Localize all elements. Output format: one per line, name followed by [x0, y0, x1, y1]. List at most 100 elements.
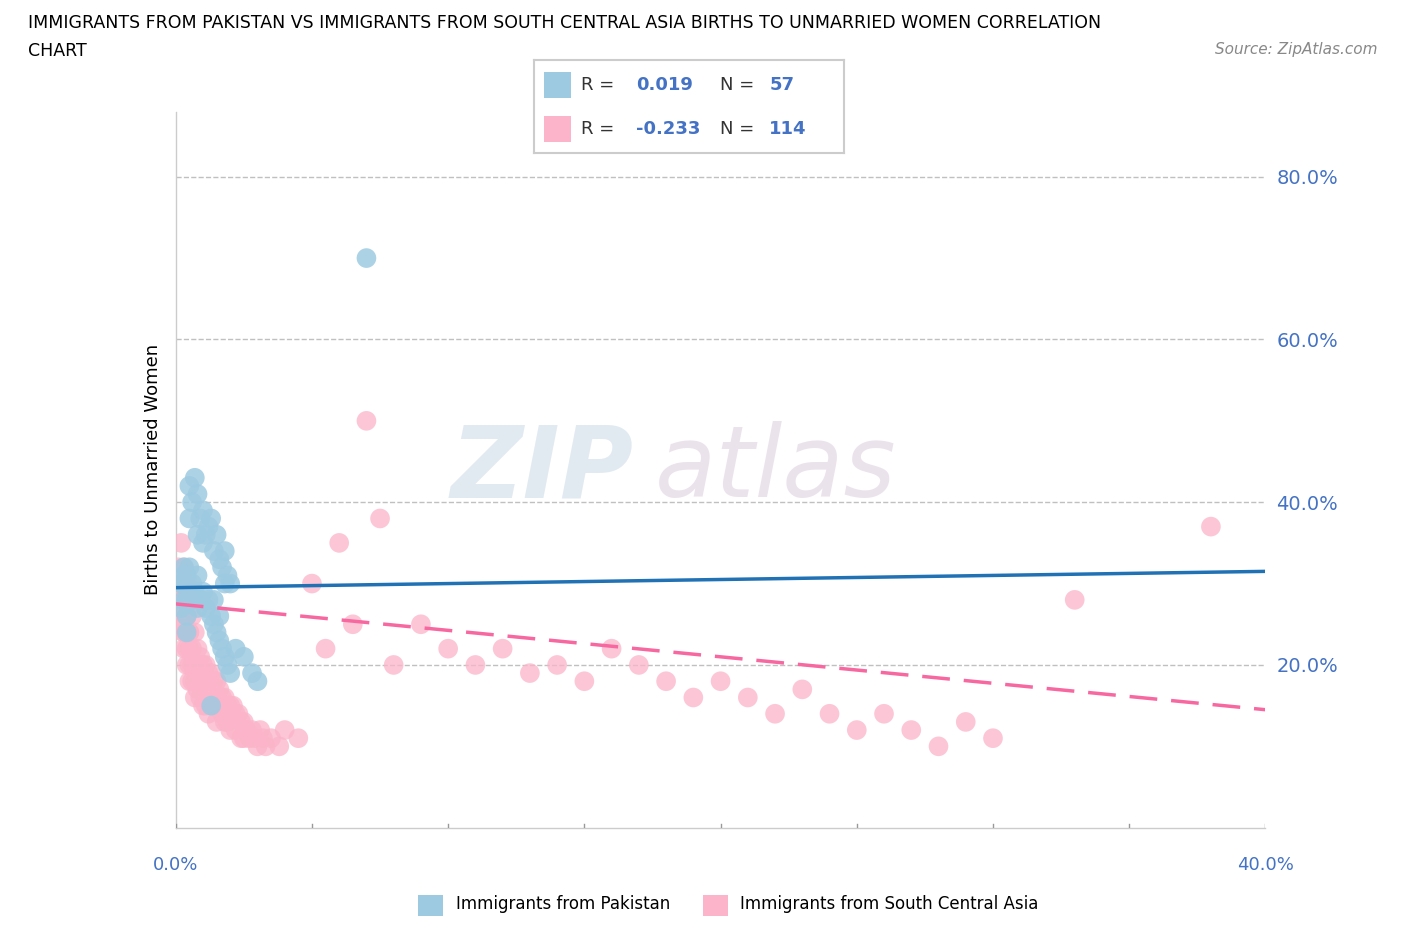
Point	[176, 625, 198, 640]
Point	[205, 714, 228, 729]
Text: Immigrants from Pakistan: Immigrants from Pakistan	[456, 896, 669, 913]
Point	[252, 731, 274, 746]
Point	[235, 723, 257, 737]
Point	[194, 673, 217, 688]
Point	[208, 609, 231, 624]
Text: 114: 114	[769, 120, 807, 139]
Point	[287, 731, 309, 746]
Point	[217, 658, 239, 672]
Text: R =: R =	[581, 120, 614, 139]
Text: N =: N =	[720, 120, 754, 139]
Point	[181, 673, 204, 688]
Point	[179, 560, 201, 575]
Point	[200, 690, 222, 705]
Point	[792, 682, 814, 697]
Y-axis label: Births to Unmarried Women: Births to Unmarried Women	[143, 344, 162, 595]
Point	[269, 738, 291, 753]
Point	[176, 576, 198, 591]
Point	[179, 625, 201, 640]
Point	[214, 543, 236, 558]
Point	[231, 731, 253, 746]
Point	[186, 658, 209, 672]
Point	[845, 723, 868, 737]
Point	[217, 568, 239, 583]
Text: -0.233: -0.233	[637, 120, 700, 139]
Point	[179, 592, 201, 607]
Point	[328, 536, 350, 551]
Point	[219, 723, 242, 737]
Point	[197, 519, 219, 534]
Point	[173, 592, 195, 607]
Point	[194, 601, 217, 616]
Text: 40.0%: 40.0%	[1237, 856, 1294, 873]
Point	[181, 592, 204, 607]
Point	[191, 698, 214, 713]
Point	[368, 512, 391, 526]
Point	[928, 738, 950, 753]
Text: 0.0%: 0.0%	[153, 856, 198, 873]
Point	[219, 666, 242, 681]
Point	[737, 690, 759, 705]
FancyBboxPatch shape	[544, 116, 571, 142]
Point	[170, 601, 193, 616]
Point	[197, 707, 219, 722]
Point	[214, 714, 236, 729]
Point	[194, 658, 217, 672]
Point	[186, 642, 209, 657]
Text: 0.019: 0.019	[637, 75, 693, 94]
Point	[176, 642, 198, 657]
Point	[188, 690, 211, 705]
Point	[574, 673, 596, 688]
Point	[225, 642, 247, 657]
Point	[225, 723, 247, 737]
Point	[246, 673, 269, 688]
Point	[184, 658, 207, 672]
Point	[167, 560, 190, 575]
Point	[225, 707, 247, 722]
Point	[167, 592, 190, 607]
Point	[173, 576, 195, 591]
Point	[437, 642, 460, 657]
Point	[211, 707, 233, 722]
Point	[202, 617, 225, 631]
Point	[1199, 519, 1222, 534]
Point	[184, 673, 207, 688]
Point	[186, 682, 209, 697]
Point	[356, 251, 378, 266]
Point	[186, 601, 209, 616]
Point	[176, 658, 198, 672]
Point	[200, 698, 222, 713]
Point	[170, 609, 193, 624]
Point	[173, 642, 195, 657]
Point	[208, 698, 231, 713]
Point	[214, 649, 236, 664]
Point	[173, 592, 195, 607]
Point	[173, 568, 195, 583]
Point	[191, 536, 214, 551]
Point	[191, 503, 214, 518]
Point	[274, 723, 297, 737]
Point	[181, 609, 204, 624]
Point	[955, 714, 977, 729]
Point	[219, 576, 242, 591]
Point	[205, 690, 228, 705]
Point	[205, 673, 228, 688]
Point	[184, 471, 207, 485]
Point	[260, 731, 283, 746]
Point	[214, 576, 236, 591]
Text: N =: N =	[720, 75, 754, 94]
Point	[170, 592, 193, 607]
Text: Source: ZipAtlas.com: Source: ZipAtlas.com	[1215, 42, 1378, 57]
Point	[188, 649, 211, 664]
FancyBboxPatch shape	[544, 72, 571, 98]
Point	[519, 666, 541, 681]
Point	[356, 413, 378, 428]
Text: CHART: CHART	[28, 42, 87, 60]
Point	[173, 625, 195, 640]
Point	[202, 698, 225, 713]
Point	[173, 560, 195, 575]
Point	[238, 731, 260, 746]
Point	[763, 707, 786, 722]
Point	[176, 568, 198, 583]
Point	[409, 617, 432, 631]
